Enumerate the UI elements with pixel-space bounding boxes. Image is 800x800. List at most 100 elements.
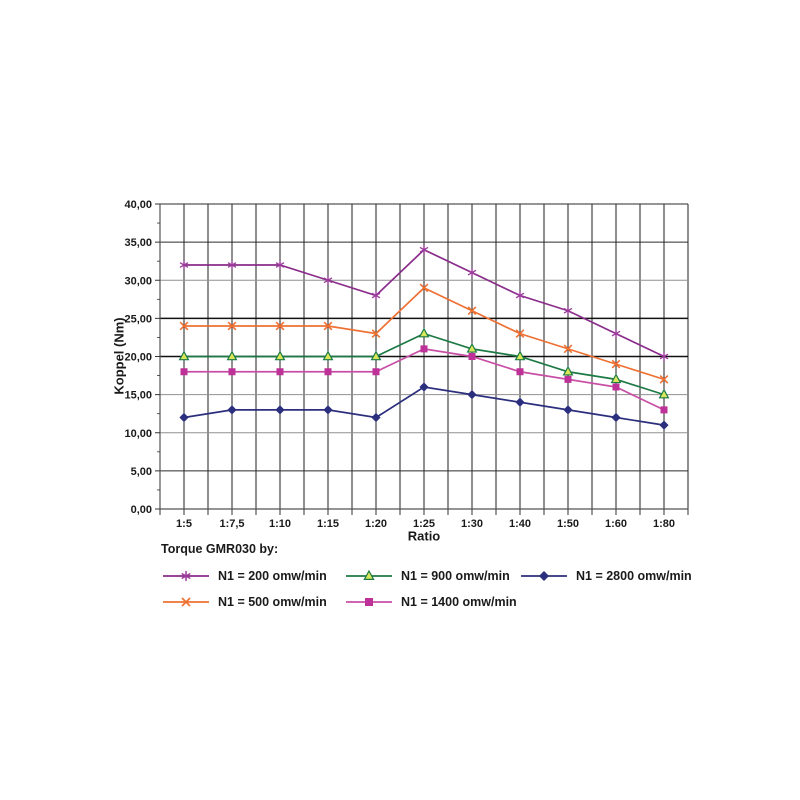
star-marker <box>467 268 477 278</box>
legend-title: Torque GMR030 by: <box>161 542 279 556</box>
x-marker <box>659 375 669 384</box>
square-marker <box>365 598 373 606</box>
x-marker <box>611 359 621 369</box>
x-tick-label: 1:15 <box>317 518 339 530</box>
triangle-marker <box>370 350 382 361</box>
diamond-marker <box>515 397 525 407</box>
x-marker <box>371 329 381 338</box>
triangle-marker <box>562 365 574 376</box>
diamond-marker <box>539 571 549 581</box>
legend-item-12800: N1 = 2800 omw/min <box>521 568 692 584</box>
y-tick-label: 0,00 <box>131 504 152 516</box>
square-marker <box>660 406 668 414</box>
legend-label: N1 = 900 omw/min <box>401 569 510 583</box>
x-marker <box>563 344 573 354</box>
square-marker <box>180 368 188 376</box>
x-tick-label: 1:60 <box>605 518 627 530</box>
y-tick-label: 15,00 <box>124 390 152 402</box>
legend-key-icon <box>163 571 209 581</box>
diamond-marker <box>179 412 189 423</box>
legend-key-icon <box>521 571 567 581</box>
square-marker <box>612 383 620 391</box>
triangle-marker <box>466 342 478 353</box>
star-marker <box>515 290 525 301</box>
x-marker <box>467 306 477 316</box>
triangle-marker <box>178 350 190 361</box>
square-marker <box>564 375 572 383</box>
x-marker <box>419 283 429 293</box>
legend-label: N1 = 500 omw/min <box>218 595 327 609</box>
diamond-marker <box>563 405 573 415</box>
square-marker <box>324 368 332 376</box>
star-marker <box>659 351 669 362</box>
triangle-marker <box>322 350 334 361</box>
x-tick-label: 1:7,5 <box>219 518 244 530</box>
x-tick-label: 1:40 <box>509 518 531 530</box>
legend-key-icon <box>346 569 392 580</box>
star-marker <box>419 245 429 255</box>
star-marker <box>563 306 573 316</box>
y-tick-label: 10,00 <box>124 428 152 440</box>
x-marker <box>179 321 189 331</box>
legend-item-1900: N1 = 900 omw/min <box>346 568 510 584</box>
chart-legend: Torque GMR030 by: N1 = 200 omw/min N1 = 5… <box>0 0 800 609</box>
y-tick-label: 35,00 <box>124 237 152 249</box>
triangle-marker <box>418 327 430 338</box>
diamond-marker <box>659 420 669 430</box>
triangle-marker <box>226 350 238 361</box>
legend-key-icon <box>163 597 209 607</box>
square-marker <box>276 368 284 376</box>
star-marker <box>275 260 285 270</box>
diamond-marker <box>275 405 285 415</box>
diamond-marker <box>419 382 429 392</box>
diamond-marker <box>611 412 621 423</box>
torque-line-chart: 0,00 5,00 10,00 15,00 20,00 25,00 30,00 35,00 40… <box>124 199 689 530</box>
legend-item-1500: N1 = 500 omw/min <box>163 594 327 610</box>
triangle-marker <box>363 569 375 580</box>
x-marker <box>181 597 191 607</box>
legend-key-icon <box>346 598 392 606</box>
diamond-marker <box>371 412 381 423</box>
legend-label: N1 = 200 omw/min <box>218 569 327 583</box>
y-tick-label: 5,00 <box>131 466 152 478</box>
star-marker <box>181 571 191 581</box>
x-tick-label: 1:10 <box>269 518 291 530</box>
x-tick-label: 1:80 <box>653 518 675 530</box>
x-tick-label: 1:20 <box>365 518 387 530</box>
star-marker <box>227 260 237 270</box>
diamond-marker <box>227 405 237 415</box>
diamond-marker <box>323 405 333 415</box>
star-marker <box>323 275 333 285</box>
y-tick-label: 20,00 <box>124 352 152 364</box>
x-marker <box>515 329 525 338</box>
triangle-marker <box>658 388 670 399</box>
square-marker <box>228 368 236 376</box>
x-tick-label: 1:25 <box>413 518 435 530</box>
x-marker <box>227 321 237 331</box>
star-marker <box>371 290 381 301</box>
square-marker <box>468 353 476 360</box>
square-marker <box>372 368 380 376</box>
x-tick-label: 1:50 <box>557 518 579 530</box>
y-tick-label: 40,00 <box>124 199 152 211</box>
y-tick-label: 30,00 <box>124 275 152 287</box>
diamond-marker <box>467 390 477 400</box>
legend-label: N1 = 2800 omw/min <box>576 569 692 583</box>
legend-item-1200: N1 = 200 omw/min <box>163 568 327 584</box>
x-tick-label: 1:30 <box>461 518 483 530</box>
triangle-marker <box>274 350 286 361</box>
triangle-marker <box>610 373 622 384</box>
y-tick-label: 25,00 <box>124 313 152 325</box>
x-marker <box>275 321 285 331</box>
legend-item-11400: N1 = 1400 omw/min <box>346 594 517 610</box>
square-marker <box>516 368 524 376</box>
legend-label: N1 = 1400 omw/min <box>401 595 517 609</box>
x-tick-label: 1:5 <box>176 518 192 530</box>
star-marker <box>179 260 189 270</box>
star-marker <box>611 329 621 339</box>
x-axis-title: Ratio <box>407 528 441 544</box>
x-marker <box>323 321 333 331</box>
square-marker <box>420 345 428 353</box>
triangle-marker <box>514 350 526 361</box>
